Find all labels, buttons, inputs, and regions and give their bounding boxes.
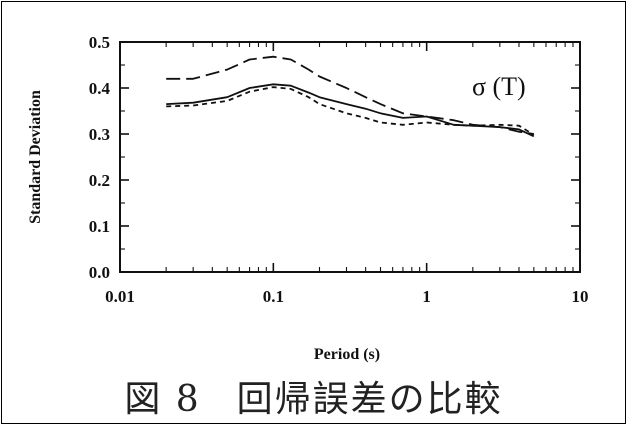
x-tick-label: 10 [572,287,589,306]
y-tick-label: 0.3 [89,125,110,144]
x-tick-label: 1 [422,287,431,306]
y-tick-label: 0.1 [89,217,110,236]
series-lines [166,55,535,138]
figure-number: 図 8 [124,379,201,420]
x-axis-title: Period (s) [314,346,380,363]
series-line-short-dash [166,86,535,136]
x-tick-label: 0.01 [105,287,135,306]
tick-marks [119,41,581,273]
caption-text: 回帰誤差の比較 [236,379,503,420]
y-tick-label: 0.2 [89,171,110,190]
y-tick-label: 0.5 [89,33,110,52]
series-line-solid [166,83,535,138]
x-tick-label: 0.1 [263,287,284,306]
y-axis-title: Standard Deviation [27,90,44,224]
figure-caption: 図 8 回帰誤差の比較 [2,370,625,422]
sigma-annotation: σ (T) [472,72,526,101]
y-tick-label: 0.0 [89,263,110,282]
y-tick-label: 0.4 [89,79,111,98]
tick-labels: 0.01 0.1 1 10 0.0 0.1 0.2 0.3 0.4 0.5 [89,33,589,306]
